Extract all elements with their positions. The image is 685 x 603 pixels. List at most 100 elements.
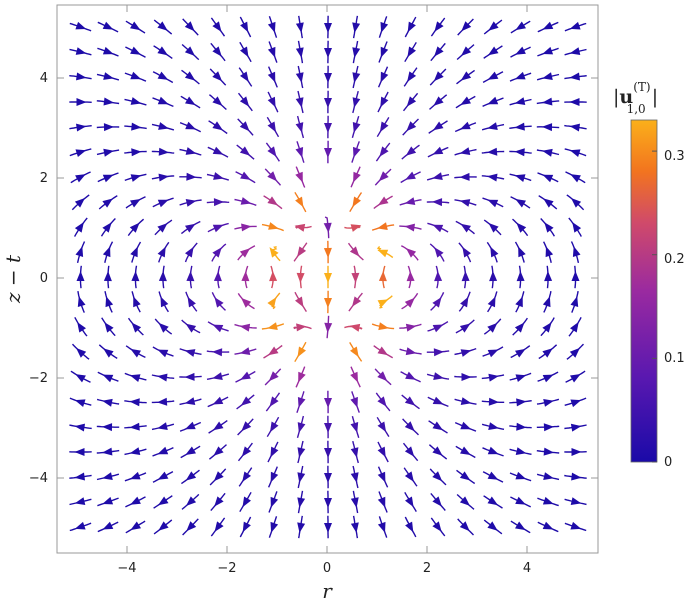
stream-arrow	[157, 471, 169, 480]
colorbar-tick-label: 0.1	[664, 351, 685, 366]
stream-arrow	[434, 21, 444, 32]
colorbar-tick-label: 0.3	[664, 149, 685, 164]
stream-arrow	[378, 196, 389, 206]
stream-arrow	[75, 246, 84, 257]
stream-arrow	[239, 323, 251, 332]
stream-arrow	[129, 447, 141, 455]
stream-arrow	[569, 72, 580, 81]
stream-arrow	[77, 296, 86, 307]
stream-arrow	[324, 73, 332, 83]
stream-arrow	[488, 46, 499, 56]
stream-arrow	[297, 447, 306, 458]
stream-arrow	[350, 522, 359, 533]
stream-arrow	[406, 121, 417, 132]
stream-arrow	[241, 271, 250, 282]
stream-arrow	[157, 397, 168, 406]
stream-arrow	[489, 271, 498, 282]
stream-arrow	[352, 22, 361, 33]
stream-arrow	[295, 22, 304, 33]
stream-arrow	[514, 71, 526, 80]
stream-arrow	[406, 271, 415, 282]
stream-arrow	[569, 47, 581, 55]
stream-arrow	[103, 123, 114, 132]
stream-arrow	[187, 296, 196, 308]
stream-arrow	[380, 71, 389, 83]
stream-arrow	[404, 446, 415, 457]
stream-arrow	[487, 296, 496, 308]
stream-arrow	[239, 146, 251, 156]
stream-arrow	[212, 372, 223, 380]
y-tick-label: −2	[29, 371, 48, 386]
stream-arrow	[267, 121, 276, 133]
y-tick-label: 4	[40, 71, 48, 86]
stream-arrow	[352, 296, 362, 307]
stream-arrow	[514, 174, 526, 182]
stream-arrow	[569, 21, 581, 30]
stream-arrow	[214, 297, 224, 308]
stream-arrow	[213, 198, 224, 207]
stream-arrow	[240, 371, 251, 380]
stream-arrow	[105, 296, 114, 308]
stream-arrow	[377, 496, 386, 508]
stream-arrow	[379, 121, 389, 133]
stream-arrow	[74, 423, 85, 432]
stream-arrow	[377, 371, 388, 382]
stream-arrow	[296, 272, 305, 283]
stream-arrow	[129, 422, 140, 431]
stream-arrow	[542, 296, 551, 308]
stream-arrow	[295, 122, 304, 133]
stream-arrow	[543, 423, 554, 432]
stream-arrow	[515, 374, 527, 382]
stream-arrow	[433, 372, 444, 380]
stream-arrow	[570, 374, 581, 383]
stream-arrow	[542, 46, 554, 55]
stream-arrow	[515, 296, 523, 308]
y-tick-label: −4	[29, 471, 48, 486]
stream-arrow	[184, 46, 195, 56]
stream-arrow	[75, 174, 86, 183]
stream-arrow	[324, 322, 333, 333]
stream-arrow	[158, 147, 169, 156]
stream-arrow	[184, 397, 196, 405]
stream-arrow	[240, 71, 249, 82]
stream-arrow	[432, 146, 444, 155]
stream-arrow	[295, 296, 304, 308]
stream-arrow	[295, 97, 304, 108]
stream-arrow	[157, 199, 169, 208]
stream-arrow	[433, 96, 444, 106]
stream-arrow	[157, 46, 168, 56]
stream-arrow	[377, 396, 387, 407]
stream-arrow	[404, 471, 414, 482]
stream-arrow	[432, 421, 443, 431]
stream-arrow	[459, 147, 471, 155]
stream-arrow	[432, 496, 442, 507]
stream-arrow	[241, 421, 252, 432]
stream-arrow	[186, 496, 197, 506]
stream-arrow	[542, 97, 553, 106]
stream-arrow	[487, 71, 499, 80]
stream-arrow	[239, 347, 251, 355]
stream-arrow	[267, 196, 278, 206]
stream-arrow	[295, 47, 304, 58]
stream-arrow	[267, 21, 276, 33]
stream-arrow	[460, 96, 471, 105]
stream-arrow	[350, 472, 359, 483]
stream-arrow	[185, 223, 196, 233]
stream-arrow	[461, 271, 470, 282]
stream-arrow	[404, 297, 415, 308]
stream-arrow	[76, 72, 87, 81]
stream-arrow	[296, 323, 307, 332]
stream-arrow	[460, 71, 472, 81]
stream-arrow	[461, 373, 472, 381]
stream-arrow	[185, 246, 194, 258]
stream-arrow	[352, 97, 361, 108]
stream-arrow	[570, 296, 579, 307]
stream-arrow	[295, 147, 304, 158]
stream-arrow	[350, 447, 359, 458]
stream-arrow	[239, 121, 250, 132]
stream-arrow	[186, 521, 197, 532]
stream-arrow	[158, 496, 169, 506]
stream-arrow	[459, 471, 471, 481]
stream-arrow	[131, 271, 140, 282]
stream-arrow	[102, 21, 114, 30]
